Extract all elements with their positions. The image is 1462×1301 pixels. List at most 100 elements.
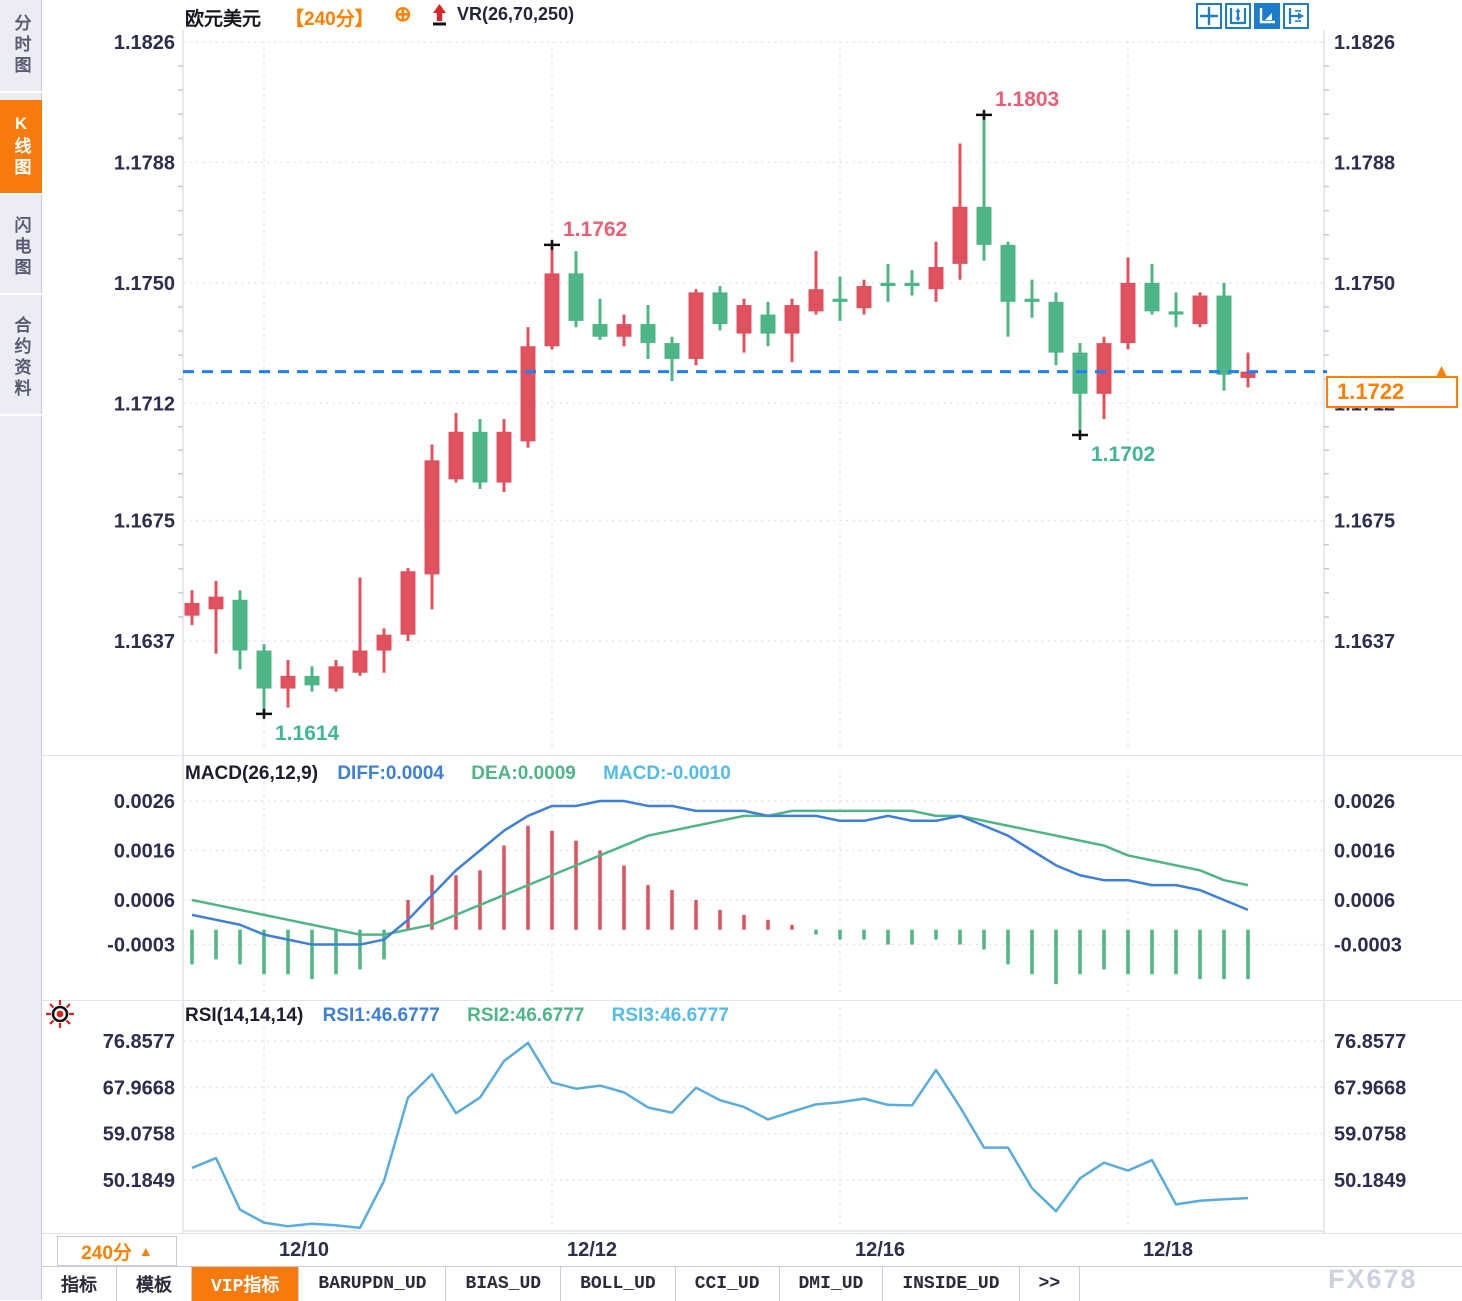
circle-plus-icon[interactable]: ⊕ <box>394 3 412 26</box>
sidebar-item-contract-info[interactable]: 合约资料 <box>0 302 42 416</box>
extreme-cross-marker <box>544 239 560 250</box>
candle-body <box>1048 301 1064 353</box>
bottom-tab-INSIDE_UD[interactable]: INSIDE_UD <box>883 1267 1020 1301</box>
bottom-tab-模板[interactable]: 模板 <box>117 1267 192 1301</box>
bottom-tab-指标[interactable]: 指标 <box>42 1267 117 1301</box>
macd-header: MACD(26,12,9) DIFF:0.0004 DEA:0.0009 MAC… <box>185 763 753 785</box>
svg-text:-0.0003: -0.0003 <box>107 935 175 957</box>
x-axis-date-label: 12/10 <box>278 1239 330 1261</box>
candle-wick <box>214 580 218 654</box>
x-axis-date-label: 12/12 <box>566 1239 618 1261</box>
svg-text:0.0026: 0.0026 <box>114 791 175 813</box>
price-annotation: 1.1614 <box>275 722 340 745</box>
candle-body <box>496 431 512 483</box>
instrument-title: 欧元美元 <box>185 9 262 30</box>
price-annotation: 1.1762 <box>563 218 627 241</box>
bottom-tab-VIP指标[interactable]: VIP指标 <box>192 1267 300 1301</box>
candle-body <box>1096 343 1112 394</box>
candle-body <box>1168 311 1184 315</box>
axis-range-icon[interactable] <box>1225 3 1251 29</box>
svg-text:76.8577: 76.8577 <box>1334 1031 1406 1053</box>
svg-text:1.1712: 1.1712 <box>114 393 175 415</box>
macd-dea-readout: DEA:0.0009 <box>471 763 576 784</box>
rsi2-readout: RSI2:46.6777 <box>467 1005 585 1026</box>
candles-group <box>184 114 1256 714</box>
bottom-tab-BIAS_UD[interactable]: BIAS_UD <box>446 1267 562 1301</box>
candle-wick <box>814 251 818 315</box>
panel-divider <box>42 1000 1462 1001</box>
x-axis-date-label: 12/16 <box>854 1239 906 1261</box>
candle-wick <box>358 577 362 676</box>
svg-text:1.1826: 1.1826 <box>114 32 175 54</box>
candle-body <box>832 298 848 302</box>
macd-diff-readout: DIFF:0.0004 <box>337 763 444 784</box>
rsi-params-label: RSI(14,14,14) <box>185 1005 304 1026</box>
candle-body <box>184 602 200 616</box>
svg-text:76.8577: 76.8577 <box>103 1031 175 1053</box>
candle-body <box>808 289 824 312</box>
candle-body <box>376 634 392 651</box>
macd-macd-readout: MACD:-0.0010 <box>603 763 731 784</box>
candle-body <box>256 650 272 689</box>
macd-chart: 0.0026 0.0026 0.0016 0.0016 0.0006 0.0006 -0.0… <box>42 755 1462 1000</box>
candle-body <box>1000 244 1016 302</box>
bottom-tab-CCI_UD[interactable]: CCI_UD <box>676 1267 780 1301</box>
svg-text:0.0016: 0.0016 <box>1334 841 1395 863</box>
red-up-arrow-icon <box>430 3 449 31</box>
svg-text:1.1637: 1.1637 <box>1334 631 1395 653</box>
candle-body <box>712 292 728 325</box>
svg-text:0.0016: 0.0016 <box>114 841 175 863</box>
period-up-triangle-icon: ▲ <box>138 1243 153 1259</box>
candle-body <box>1144 282 1160 312</box>
sidebar-item-candle-chart[interactable]: K线图 <box>0 100 42 195</box>
current-price-badge: ▲ 1.1722 <box>1326 361 1458 408</box>
bottom-tab-BARUPDN_UD[interactable]: BARUPDN_UD <box>299 1267 447 1301</box>
rsi1-readout: RSI1:46.6777 <box>322 1005 440 1026</box>
candlestick-chart: 1.1826 1.1826 1.1788 1.1788 1.1750 1.1750 1.17… <box>42 30 1462 755</box>
vr-indicator-label: VR(26,70,250) <box>457 4 575 24</box>
period-tag[interactable]: 【240分】 <box>285 9 374 30</box>
candle-body <box>208 596 224 610</box>
bottom-tab->>[interactable]: >> <box>1020 1267 1081 1301</box>
svg-text:1.1788: 1.1788 <box>1334 152 1395 174</box>
candle-body <box>592 324 608 337</box>
rsi-settings-sun-icon[interactable] <box>44 998 76 1035</box>
bottom-tab-BOLL_UD[interactable]: BOLL_UD <box>561 1267 676 1301</box>
svg-text:50.1849: 50.1849 <box>1334 1170 1406 1192</box>
candle-body <box>880 282 896 287</box>
candle-body <box>280 675 296 689</box>
dea-line <box>191 809 1249 936</box>
svg-text:0.0026: 0.0026 <box>1334 791 1395 813</box>
watermark: FX678 <box>1328 1264 1418 1294</box>
candle-body <box>448 431 464 480</box>
price-trend-up-icon: ▲ <box>1433 360 1450 380</box>
period-label: 240分 <box>81 1242 132 1264</box>
candle-body <box>424 460 440 575</box>
bottom-tab-DMI_UD[interactable]: DMI_UD <box>780 1267 884 1301</box>
crosshair-move-icon[interactable] <box>1196 3 1222 29</box>
sidebar-item-lightning-chart[interactable]: 闪电图 <box>0 202 42 295</box>
candle-body <box>640 324 656 344</box>
candle-body <box>1072 352 1088 394</box>
sidebar-item-timeline-chart[interactable]: 分时图 <box>0 0 42 93</box>
candle-body <box>664 343 680 359</box>
svg-text:0.0006: 0.0006 <box>114 890 175 912</box>
rsi-line <box>191 1041 1249 1230</box>
chart-toolbar <box>1196 3 1309 29</box>
svg-text:1.1637: 1.1637 <box>114 631 175 653</box>
svg-text:1.1826: 1.1826 <box>1334 32 1395 54</box>
chart-type-icon[interactable] <box>1254 3 1280 29</box>
candle-body <box>928 267 944 290</box>
candle-body <box>520 346 536 442</box>
svg-text:50.1849: 50.1849 <box>103 1170 175 1192</box>
svg-text:59.0758: 59.0758 <box>103 1124 175 1146</box>
period-selector[interactable]: 240分 ▲ <box>57 1236 177 1266</box>
svg-text:1.1675: 1.1675 <box>114 511 175 533</box>
price-annotation: 1.1702 <box>1091 443 1155 466</box>
extreme-cross-marker <box>256 708 272 719</box>
candle-body <box>784 305 800 334</box>
pan-right-icon[interactable] <box>1283 3 1309 29</box>
candle-body <box>232 599 248 651</box>
rsi-header: RSI(14,14,14) RSI1:46.6777 RSI2:46.6777 … <box>185 1005 751 1027</box>
svg-text:67.9668: 67.9668 <box>103 1077 175 1099</box>
